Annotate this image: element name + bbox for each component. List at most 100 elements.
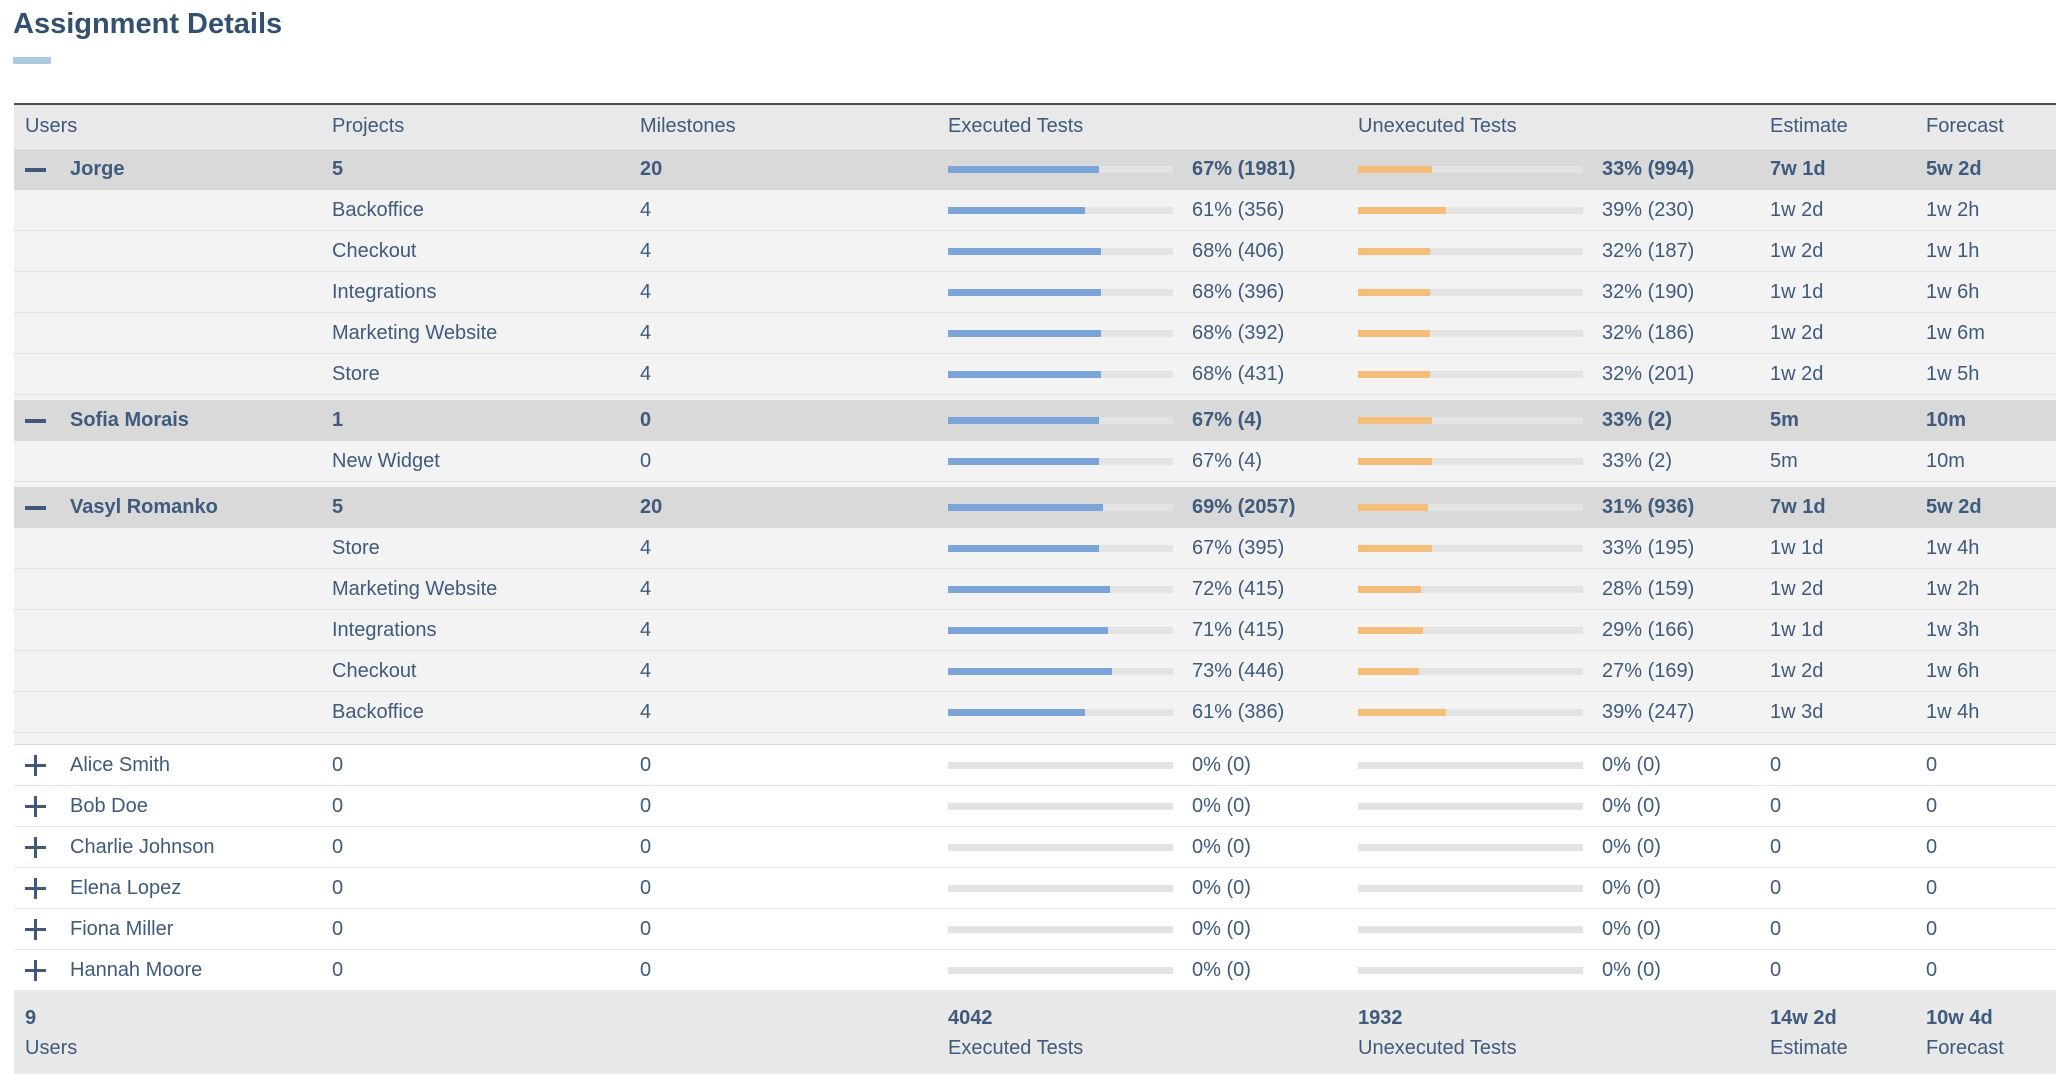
forecast-cell: 5w 2d — [1926, 496, 1982, 518]
expand-toggle[interactable] — [25, 795, 70, 817]
expand-toggle[interactable] — [25, 836, 70, 858]
executed-tests-cell-value: 72% (415) — [1192, 577, 1285, 600]
project-name-cell: Checkout — [332, 659, 417, 682]
expand-toggle[interactable] — [25, 959, 70, 981]
group-gap — [14, 395, 2056, 400]
executed-tests-cell-bar-track — [948, 708, 1173, 716]
unexecuted-tests-cell-bar-fill — [1358, 417, 1433, 424]
unexecuted-tests-cell-bar-track — [1358, 843, 1583, 851]
estimate-cell: 1w 2d — [1770, 362, 1824, 385]
executed-tests-cell-bar-track — [948, 667, 1173, 675]
milestones-cell: 0 — [640, 876, 652, 899]
executed-tests-cell-bar-track — [948, 626, 1173, 634]
expand-toggle[interactable] — [25, 754, 70, 776]
collapse-toggle[interactable] — [25, 167, 70, 172]
executed-tests-cell: 67% (395) — [948, 528, 1358, 568]
unexecuted-tests-cell-bar-track — [1358, 329, 1583, 337]
unexecuted-tests-cell-value: 28% (159) — [1602, 577, 1695, 600]
executed-tests-cell: 67% (1981) — [948, 149, 1358, 190]
unexecuted-tests-cell-bar-fill — [1358, 166, 1433, 173]
estimate-cell: 0 — [1770, 917, 1782, 940]
executed-tests-cell: 61% (356) — [948, 190, 1358, 230]
executed-tests-cell-bar-track — [948, 884, 1173, 892]
milestones-cell: 0 — [640, 409, 652, 431]
project-row: Store 4 67% (395) 33% (195) 1w 1d 1w 4h — [14, 528, 2056, 569]
forecast-cell: 0 — [1926, 794, 1938, 817]
executed-tests-cell: 68% (406) — [948, 231, 1358, 271]
unexecuted-tests-cell-value: 39% (247) — [1602, 700, 1695, 723]
forecast-cell: 5w 2d — [1926, 158, 1982, 180]
unexecuted-tests-cell-bar-track — [1358, 626, 1583, 634]
unexecuted-tests-cell-bar-track — [1358, 504, 1583, 511]
executed-tests-cell-value: 71% (415) — [1192, 618, 1285, 641]
unexecuted-tests-cell-value: 33% (2) — [1602, 409, 1673, 431]
collapse-toggle[interactable] — [25, 505, 70, 510]
milestones-cell: 4 — [640, 321, 652, 344]
title-underline — [13, 57, 51, 64]
unexecuted-tests-cell-bar-track — [1358, 966, 1583, 974]
unexecuted-tests-cell-bar-fill — [1358, 626, 1424, 634]
project-row: Backoffice 4 61% (386) 39% (247) 1w 3d 1w 4h — [14, 692, 2056, 733]
plus-icon — [25, 754, 46, 776]
forecast-cell: 1w 5h — [1926, 362, 1980, 385]
user-name: Fiona Miller — [70, 917, 174, 940]
executed-tests-cell-bar-track — [948, 504, 1173, 511]
executed-tests-cell: 0% (0) — [948, 868, 1358, 908]
user-group-row: Sofia Morais 1 0 67% (4) 33% (2) 5m 10m — [14, 400, 2056, 441]
unexecuted-tests-cell: 33% (2) — [1358, 400, 1770, 441]
unexecuted-tests-cell-value: 31% (936) — [1602, 496, 1695, 518]
unexecuted-tests-cell-bar-fill — [1358, 504, 1428, 511]
executed-tests-cell: 0% (0) — [948, 950, 1358, 990]
executed-tests-cell-bar-fill — [948, 329, 1101, 337]
expand-toggle[interactable] — [25, 877, 70, 899]
project-name-cell: Marketing Website — [332, 321, 498, 344]
unexecuted-tests-cell-value: 33% (994) — [1602, 158, 1695, 180]
unexecuted-tests-cell: 29% (166) — [1358, 610, 1770, 650]
executed-tests-cell-bar-track — [948, 802, 1173, 810]
user-cell-empty — [14, 231, 332, 271]
column-header-projects: Projects — [332, 115, 405, 137]
estimate-cell: 0 — [1770, 794, 1782, 817]
executed-tests-cell-value: 0% (0) — [1192, 835, 1251, 858]
executed-tests-cell-bar-track — [948, 925, 1173, 933]
expand-toggle[interactable] — [25, 918, 70, 940]
column-header-milestones: Milestones — [640, 115, 736, 137]
projects-cell: 5 — [332, 158, 344, 180]
plus-icon — [25, 918, 46, 940]
user-name: Vasyl Romanko — [70, 496, 218, 518]
estimate-cell: 1w 2d — [1770, 239, 1824, 262]
collapsed-user-row: Fiona Miller 0 0 0% (0) 0% (0) 0 0 — [14, 909, 2056, 950]
executed-tests-cell-bar-fill — [948, 585, 1110, 593]
forecast-cell: 1w 3h — [1926, 618, 1980, 641]
collapse-toggle[interactable] — [25, 418, 70, 423]
projects-cell: 5 — [332, 496, 344, 518]
user-name: Sofia Morais — [70, 409, 189, 431]
executed-tests-cell-bar-track — [948, 370, 1173, 378]
plus-icon — [25, 795, 46, 817]
executed-tests-cell: 68% (431) — [948, 354, 1358, 394]
unexecuted-tests-cell: 33% (2) — [1358, 441, 1770, 481]
forecast-cell: 0 — [1926, 753, 1938, 776]
estimate-cell: 1w 2d — [1770, 321, 1824, 344]
milestones-cell: 0 — [640, 753, 652, 776]
project-row: Checkout 4 73% (446) 27% (169) 1w 2d 1w 6h — [14, 651, 2056, 692]
milestones-cell: 20 — [640, 496, 663, 518]
user-group-row: Jorge 5 20 67% (1981) 33% (994) 7w 1d 5w 2d — [14, 149, 2056, 190]
user-name: Jorge — [70, 158, 125, 180]
executed-tests-cell: 68% (396) — [948, 272, 1358, 312]
column-header-forecast: Forecast — [1926, 115, 2004, 137]
forecast-cell: 0 — [1926, 958, 1938, 981]
user-name: Hannah Moore — [70, 958, 203, 981]
section-gap — [14, 733, 2056, 745]
estimate-cell: 1w 1d — [1770, 280, 1824, 303]
collapsed-user-row: Charlie Johnson 0 0 0% (0) 0% (0) 0 0 — [14, 827, 2056, 868]
unexecuted-tests-cell-value: 32% (201) — [1602, 362, 1695, 385]
column-header-unexecuted-tests: Unexecuted Tests — [1358, 115, 1517, 137]
executed-tests-cell-value: 67% (4) — [1192, 449, 1263, 472]
user-cell: Hannah Moore — [14, 950, 332, 990]
project-name-cell: New Widget — [332, 449, 440, 472]
unexecuted-tests-cell-value: 0% (0) — [1602, 876, 1661, 899]
plus-icon — [25, 836, 46, 858]
estimate-cell: 0 — [1770, 835, 1782, 858]
